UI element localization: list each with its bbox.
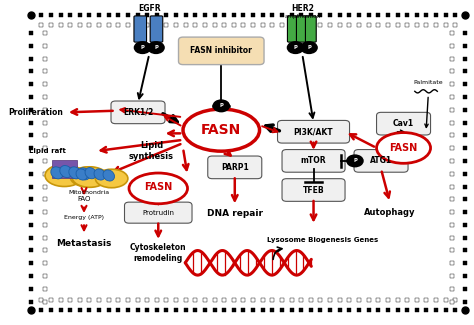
FancyBboxPatch shape [134,16,146,42]
Text: FASN inhibitor: FASN inhibitor [191,46,252,55]
Ellipse shape [76,169,88,180]
Ellipse shape [103,170,115,181]
Circle shape [135,42,151,53]
Ellipse shape [51,167,63,179]
Text: Lipid
synthesis: Lipid synthesis [129,141,174,161]
Ellipse shape [60,165,72,177]
FancyBboxPatch shape [282,179,345,201]
Text: Metastasis: Metastasis [56,239,112,248]
Text: Cytoskeleton
remodeling: Cytoskeleton remodeling [130,243,187,263]
Ellipse shape [85,168,97,179]
FancyBboxPatch shape [125,202,192,223]
Bar [53,160,77,167]
Text: amplification: amplification [284,14,320,19]
Text: Proliferation: Proliferation [8,108,63,117]
Text: Protrudin: Protrudin [142,210,174,216]
Text: FASN: FASN [144,182,173,192]
Ellipse shape [129,173,188,204]
Text: P: P [293,45,298,50]
Ellipse shape [45,164,83,187]
Text: ATG1: ATG1 [370,156,392,165]
Ellipse shape [70,167,105,187]
Text: P: P [353,158,357,163]
Text: Mitochondria: Mitochondria [68,190,109,195]
Text: HER2: HER2 [291,4,314,13]
FancyBboxPatch shape [287,16,298,42]
FancyBboxPatch shape [305,16,316,42]
FancyBboxPatch shape [282,150,345,172]
Text: P: P [307,45,311,50]
Text: Cav1: Cav1 [393,119,414,128]
Text: PI3K/AKT: PI3K/AKT [294,127,333,136]
Text: mTOR: mTOR [301,156,326,165]
FancyBboxPatch shape [208,156,262,179]
Text: ERK1/2: ERK1/2 [123,108,153,117]
Ellipse shape [72,167,108,187]
Ellipse shape [69,167,81,179]
Ellipse shape [376,133,430,163]
Text: Autophagy: Autophagy [365,208,416,217]
Text: Lipid raft: Lipid raft [29,148,66,154]
Text: Energy (ATP): Energy (ATP) [64,215,104,220]
Circle shape [301,42,317,53]
Circle shape [148,42,164,53]
Circle shape [287,42,304,53]
Text: P: P [219,103,223,108]
Text: FASN: FASN [201,123,241,137]
Text: FAO: FAO [77,197,91,202]
FancyBboxPatch shape [278,121,349,143]
Bar [53,171,77,178]
FancyBboxPatch shape [111,101,165,124]
FancyBboxPatch shape [354,150,408,172]
Text: DNA repair: DNA repair [207,209,263,218]
Circle shape [347,155,363,167]
Text: Lysosome Biogenesis Genes: Lysosome Biogenesis Genes [267,237,378,243]
FancyBboxPatch shape [150,16,163,42]
Text: P: P [141,45,145,50]
Text: TFEB: TFEB [303,186,324,194]
Ellipse shape [95,169,128,188]
FancyBboxPatch shape [296,16,307,42]
Text: EGFR: EGFR [138,4,161,13]
FancyBboxPatch shape [376,112,430,135]
Text: Palmitate: Palmitate [413,80,443,85]
Ellipse shape [183,109,260,151]
FancyBboxPatch shape [179,37,264,65]
Circle shape [213,100,229,112]
Ellipse shape [78,168,90,180]
Text: FASN: FASN [390,143,418,153]
Text: P: P [154,45,158,50]
Ellipse shape [94,169,106,180]
Text: PARP1: PARP1 [221,163,249,172]
